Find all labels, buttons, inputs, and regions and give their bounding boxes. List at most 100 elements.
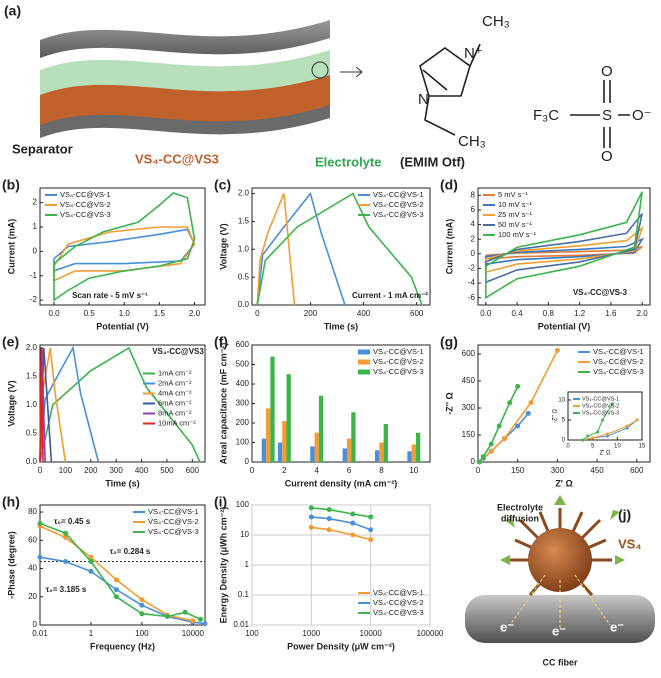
data-point (591, 436, 595, 440)
x-tick-label: 10 (409, 466, 418, 475)
x-tick-label: 1.2 (574, 309, 586, 318)
data-point (62, 558, 68, 564)
y-tick-label: 600 (236, 340, 250, 349)
data-point (610, 402, 614, 406)
y-tick-label: 2 (33, 198, 38, 207)
x-tick-label: 150 (511, 466, 525, 475)
y-tick-label: 300 (462, 403, 476, 412)
legend-label: VS₄-CC@VS-2 (373, 200, 424, 209)
x-axis-label: Z' Ω (555, 478, 572, 488)
series-line (39, 522, 201, 621)
y-tick-label: -2 (468, 264, 476, 273)
x-tick-label: 200 (84, 466, 98, 475)
y-tick-label: 0 (33, 620, 38, 629)
legend-label: 10 mV s⁻¹ (498, 200, 532, 209)
bar (286, 374, 291, 462)
x-tick-label: 100 (135, 629, 149, 638)
data-point (37, 520, 43, 526)
chem-label: F₃C (533, 107, 559, 124)
x-tick-label: 1.5 (154, 309, 166, 318)
plot-frame (39, 344, 206, 463)
electrode-label: VS₄-CC@VS3 (135, 151, 219, 166)
x-tick-label: 1 (89, 629, 94, 638)
legend-label: VS₄-CC@VS-1 (148, 507, 199, 516)
y-tick-label: 400 (236, 379, 250, 388)
series-line (485, 213, 643, 284)
y-tick-label: 4 (471, 220, 476, 229)
data-point (476, 459, 482, 465)
plot-frame (567, 391, 643, 441)
x-tick-label: 5 (591, 444, 595, 450)
x-tick-label: 10000 (182, 629, 205, 638)
x-tick-label: 4 (315, 466, 320, 475)
diffusion-label: diffusion (501, 513, 539, 523)
data-point (113, 587, 119, 593)
x-tick-label: 100000 (417, 629, 444, 638)
chem-label: N (418, 91, 429, 108)
data-point (350, 511, 356, 517)
electron-label: e⁻ (500, 619, 514, 634)
y-tick-label: 0 (562, 438, 566, 444)
y-tick-label: 0.01 (233, 620, 249, 629)
bar (277, 442, 283, 462)
chem-label: N⁺ (464, 45, 483, 62)
data-point (113, 594, 119, 600)
series-line (485, 225, 644, 274)
bar (407, 451, 412, 462)
device-illustration (40, 20, 363, 138)
data-point (605, 432, 609, 436)
bar (314, 432, 319, 462)
data-point (202, 621, 208, 627)
y-tick-label: 6 (471, 205, 476, 214)
legend-label: VS₄-CC@VS-3 (373, 367, 424, 376)
annotation: τ₀= 3.185 s (46, 585, 87, 594)
legend-label: VS₄-CC@VS-3 (373, 210, 424, 219)
y-tick-label: 40 (28, 564, 37, 573)
legend-label: VS₄-CC@VS-1 (60, 190, 111, 199)
bar (346, 438, 352, 462)
x-tick-label: 0.8 (543, 309, 555, 318)
annotation: Current - 1 mA cm⁻² (352, 291, 428, 300)
data-point (62, 530, 68, 536)
legend-label: 10mA cm⁻² (158, 418, 196, 427)
y-tick-label: 0 (245, 457, 250, 466)
bar (383, 423, 388, 462)
y-axis-label: Voltage (V) (6, 380, 16, 426)
plot-frame (251, 187, 431, 306)
data-point (625, 424, 629, 428)
current-collector (40, 105, 330, 138)
data-point (528, 400, 534, 406)
data-point (308, 505, 314, 511)
panel-label: (c) (214, 177, 231, 193)
y-tick-label: 200 (236, 418, 250, 427)
x-tick-label: 500 (160, 466, 174, 475)
imidazolium-ring (419, 47, 471, 97)
data-point (308, 524, 314, 530)
annotation: VS₄-CC@VS-3 (573, 288, 628, 297)
data-point (515, 423, 521, 429)
data-point (507, 400, 513, 406)
y-tick-label: 1.0 (26, 400, 38, 409)
y-axis-label: Voltage (V) (218, 223, 228, 269)
electron-label: e⁻ (552, 623, 566, 638)
fiber-illustration (465, 495, 655, 643)
legend-label: VS₄-CC@VS-3 (593, 367, 644, 376)
y-tick-label: -2 (30, 295, 38, 304)
y-tick-label: -1 (30, 271, 38, 280)
annotation: VS₄-CC@VS3 (152, 347, 204, 356)
x-tick-label: 1000 (302, 629, 320, 638)
x-tick-label: 300 (551, 466, 565, 475)
panel-label: (g) (440, 334, 458, 350)
bonds (422, 43, 481, 136)
series-line (485, 237, 645, 266)
bar (342, 448, 347, 462)
series-line (256, 191, 346, 306)
bar (266, 408, 271, 462)
x-tick-label: 1.6 (605, 309, 617, 318)
x-axis-label: Frequency (Hz) (90, 641, 155, 651)
data-point (164, 614, 170, 620)
data-point (515, 383, 521, 389)
series-line (311, 526, 371, 541)
legend-label: VS₄-CC@VS-2 (148, 517, 199, 526)
